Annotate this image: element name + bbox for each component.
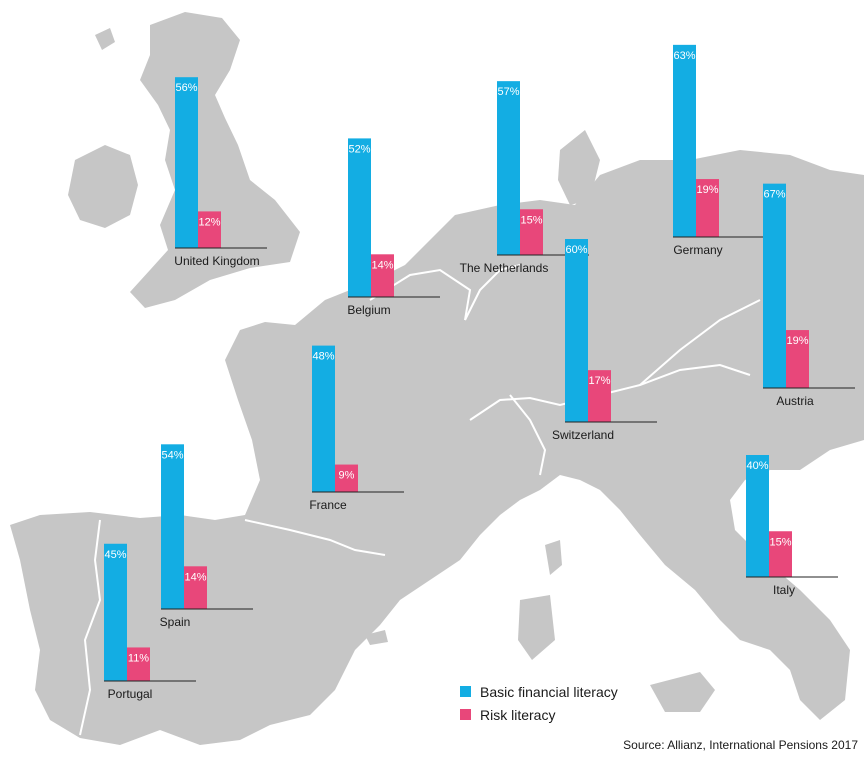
data-label-the-netherlands-risk: 15% — [520, 214, 542, 226]
border-spain-portugal — [79, 519, 102, 736]
data-label-spain-risk: 14% — [184, 571, 206, 583]
data-label-spain-basic: 54% — [161, 449, 183, 461]
data-label-united-kingdom-basic: 56% — [175, 82, 197, 94]
legend: Basic financial literacy Risk literacy — [460, 680, 618, 726]
data-label-germany-basic: 63% — [673, 50, 695, 62]
legend-label-basic: Basic financial literacy — [480, 683, 618, 700]
legend-item-risk: Risk literacy — [460, 703, 618, 726]
bar-austria-basic — [763, 183, 786, 388]
bar-italy-basic — [746, 455, 769, 577]
data-label-portugal-risk: 11% — [128, 652, 149, 664]
legend-item-basic: Basic financial literacy — [460, 680, 618, 703]
bar-belgium-risk — [371, 254, 394, 297]
country-label-switzerland: Switzerland — [552, 428, 614, 442]
source-note: Source: Allianz, International Pensions … — [623, 738, 858, 752]
legend-label-risk: Risk literacy — [480, 706, 556, 723]
group-germany: 63% 19% Germany — [673, 44, 765, 257]
legend-swatch-basic — [460, 686, 471, 697]
bar-france-risk — [335, 464, 358, 492]
bar-germany-basic — [673, 44, 696, 237]
data-label-portugal-basic: 45% — [104, 549, 126, 561]
data-label-belgium-basic: 52% — [348, 143, 370, 155]
bar-the-netherlands-basic — [497, 81, 520, 256]
bar-spain-risk — [184, 566, 207, 609]
country-label-belgium: Belgium — [347, 303, 390, 317]
group-france: 48% 9% France — [309, 345, 404, 512]
border-france-italy — [509, 394, 547, 476]
country-label-spain: Spain — [160, 615, 191, 629]
data-label-france-risk: 9% — [339, 470, 355, 482]
bar-portugal-basic — [104, 543, 127, 681]
country-label-the-netherlands: The Netherlands — [460, 261, 549, 275]
data-label-switzerland-basic: 60% — [565, 244, 587, 256]
map-sicily — [650, 672, 715, 712]
data-label-switzerland-risk: 17% — [588, 375, 610, 387]
country-label-united-kingdom: United Kingdom — [174, 254, 259, 268]
bar-the-netherlands-risk — [520, 209, 543, 255]
border-pyrenees — [244, 519, 386, 556]
bar-italy-risk — [769, 531, 792, 577]
map-continent — [10, 150, 864, 745]
bar-united-kingdom-risk — [198, 211, 221, 248]
group-belgium: 52% 14% Belgium — [347, 138, 440, 317]
border-germany-west — [464, 264, 521, 321]
europe-map — [10, 12, 864, 745]
bar-spain-basic — [161, 444, 184, 609]
bar-germany-risk — [696, 179, 719, 237]
group-united-kingdom: 56% 12% United Kingdom — [174, 77, 267, 268]
data-label-italy-risk: 15% — [769, 536, 791, 548]
data-label-the-netherlands-basic: 57% — [497, 86, 519, 98]
group-switzerland: 60% 17% Switzerland — [552, 239, 657, 442]
country-label-austria: Austria — [776, 394, 814, 408]
group-portugal: 45% 11% Portugal — [104, 543, 196, 701]
border-france-belgium — [369, 268, 472, 321]
legend-swatch-risk — [460, 709, 471, 720]
map-shetland — [95, 28, 115, 50]
group-italy: 40% 15% Italy — [746, 455, 838, 597]
country-label-italy: Italy — [773, 583, 795, 597]
group-spain: 54% 14% Spain — [160, 444, 253, 629]
country-label-france: France — [309, 498, 347, 512]
data-label-germany-risk: 19% — [696, 184, 718, 196]
map-jutland — [558, 130, 600, 205]
data-label-belgium-risk: 14% — [371, 259, 393, 271]
group-austria: 67% 19% Austria — [763, 183, 855, 408]
map-borders — [79, 264, 761, 736]
bar-switzerland-basic — [565, 239, 588, 422]
bar-austria-risk — [786, 330, 809, 388]
border-germany-austria — [639, 299, 761, 386]
chart-layer: 56% 12% United Kingdom 52% 14% Belgium 57% 15% T… — [104, 44, 855, 701]
country-label-germany: Germany — [673, 243, 722, 257]
data-label-united-kingdom-risk: 12% — [198, 216, 220, 228]
bar-switzerland-risk — [588, 370, 611, 422]
map-sardinia — [518, 595, 555, 660]
data-label-austria-risk: 19% — [786, 335, 808, 347]
bar-united-kingdom-basic — [175, 77, 198, 248]
map-balearics — [365, 630, 388, 645]
data-label-france-basic: 48% — [312, 351, 334, 363]
data-label-italy-basic: 40% — [746, 460, 768, 472]
bar-france-basic — [312, 345, 335, 492]
bar-portugal-risk — [127, 647, 150, 681]
country-label-portugal: Portugal — [108, 687, 153, 701]
map-great-britain — [130, 12, 300, 308]
map-corsica — [545, 540, 562, 575]
data-label-austria-basic: 67% — [763, 189, 785, 201]
map-ireland — [68, 145, 138, 228]
bar-belgium-basic — [348, 138, 371, 297]
